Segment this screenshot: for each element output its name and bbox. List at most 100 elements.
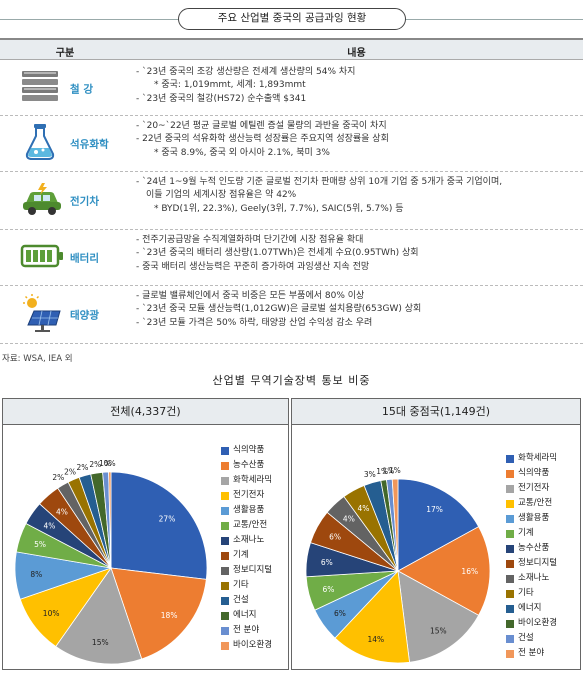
legend-label: 식의약품 bbox=[518, 468, 550, 478]
legend-item-top15-12: 건설 bbox=[506, 631, 557, 646]
source-note: 자료: WSA, IEA 외 bbox=[2, 354, 73, 364]
legend-swatch bbox=[506, 470, 514, 478]
content-bullet-line: - 중국 배터리 생산능력은 꾸준히 증가하여 과잉생산 지속 전망 bbox=[136, 261, 370, 272]
content-bullet-line: - 전주기공급망을 수직계열화하며 단기간에 시장 점유율 확대 bbox=[136, 235, 364, 245]
legend-swatch bbox=[506, 515, 514, 523]
content-bullet-line: - `24년 1~9월 누적 인도량 기준 글로벌 전기차 판매량 상위 10개… bbox=[136, 177, 503, 187]
pie-label-top15-6: 6% bbox=[321, 558, 333, 567]
pie-label-top15-0: 17% bbox=[426, 505, 443, 514]
legend-swatch bbox=[506, 575, 514, 583]
pie-slice-total-1 bbox=[110, 567, 207, 660]
legend-item-top15-3: 교통/안전 bbox=[506, 496, 557, 511]
pie-label-total-0: 27% bbox=[159, 514, 176, 523]
legend-label: 정보디지털 bbox=[518, 558, 558, 568]
legend-swatch bbox=[506, 500, 514, 508]
legend-swatch bbox=[221, 552, 229, 560]
legend-item-top15-7: 정보디지털 bbox=[506, 556, 557, 571]
legend-label: 화학세라믹 bbox=[233, 475, 273, 485]
legend-item-total-5: 교통/안전 bbox=[221, 518, 272, 533]
pie-label-total-2: 15% bbox=[92, 638, 109, 647]
legend-swatch bbox=[506, 485, 514, 493]
pie-label-top15-11: 1% bbox=[376, 467, 388, 476]
table-row: 석유화학 - `20~`22년 평균 글로벌 에틸렌 증설 물량의 과반을 중국이… bbox=[0, 116, 583, 172]
category-label: 배터리 bbox=[70, 252, 99, 264]
legend-item-top15-2: 전기전자 bbox=[506, 481, 557, 496]
legend-item-top15-13: 전 분야 bbox=[506, 646, 557, 661]
pie-label-total-8: 2% bbox=[52, 473, 64, 482]
pie-label-top15-3: 14% bbox=[367, 635, 384, 644]
legend-swatch bbox=[221, 447, 229, 455]
pie-label-total-5: 5% bbox=[34, 540, 46, 549]
legend-label: 바이오환경 bbox=[233, 640, 273, 650]
legend-label: 생활용품 bbox=[518, 513, 550, 523]
legend-label: 농수산품 bbox=[233, 460, 265, 470]
legend-swatch bbox=[221, 627, 229, 635]
content-bullet-line: - `23년 중국의 조강 생산량은 전세계 생산량의 54% 차지 bbox=[136, 67, 356, 77]
solar-panel-icon bbox=[20, 293, 64, 337]
legend-item-total-9: 기타 bbox=[221, 578, 272, 593]
legend-label: 식의약품 bbox=[233, 445, 265, 455]
legend-label: 에너지 bbox=[518, 603, 542, 613]
table-row: 전기차 - `24년 1~9월 누적 인도량 기준 글로벌 전기차 판매량 상위 … bbox=[0, 172, 583, 230]
content-detail-line: * 중국 8.9%, 중국 외 아시아 2.1%, 북미 3% bbox=[154, 147, 330, 158]
legend-label: 기타 bbox=[518, 588, 534, 598]
pie-label-top15-9: 4% bbox=[357, 504, 369, 513]
legend-label: 정보디지털 bbox=[233, 565, 273, 575]
legend-swatch bbox=[506, 605, 514, 613]
legend-swatch bbox=[506, 650, 514, 658]
legend-swatch bbox=[221, 597, 229, 605]
legend-swatch bbox=[221, 522, 229, 530]
legend-item-top15-1: 식의약품 bbox=[506, 466, 557, 481]
legend-swatch bbox=[506, 590, 514, 598]
legend-swatch bbox=[221, 582, 229, 590]
pie-label-top15-10: 3% bbox=[364, 470, 376, 479]
legend-item-total-8: 정보디지털 bbox=[221, 563, 272, 578]
pie-label-top15-4: 6% bbox=[334, 609, 346, 618]
legend-item-top15-10: 에너지 bbox=[506, 601, 557, 616]
content-cell: - `23년 중국의 조강 생산량은 전세계 생산량의 54% 차지 * 중국: … bbox=[136, 66, 577, 106]
pie-slice-top15-0 bbox=[397, 478, 480, 572]
pie-panel-total: 전체(4,337건) 27% 18% 15% 10% 8% 5% 4% 4% 2% 2% 2% 2% 1… bbox=[2, 398, 289, 670]
pie-label-total-13: 0% bbox=[104, 459, 116, 468]
legend-label: 전기전자 bbox=[518, 483, 550, 493]
legend-item-total-2: 화학세라믹 bbox=[221, 473, 272, 488]
electric-car-icon bbox=[20, 181, 64, 221]
category-label: 전기차 bbox=[70, 195, 99, 207]
legend-label: 전 분야 bbox=[518, 648, 545, 658]
pie-label-total-9: 2% bbox=[64, 467, 76, 476]
legend-item-total-0: 식의약품 bbox=[221, 443, 272, 458]
battery-icon bbox=[20, 243, 64, 273]
category-label: 석유화학 bbox=[70, 138, 109, 150]
legend-item-top15-5: 기계 bbox=[506, 526, 557, 541]
pie-label-top15-12: 1% bbox=[383, 466, 395, 475]
chart-heading: 산업별 무역기술장벽 통보 비중 bbox=[212, 374, 371, 387]
legend-item-top15-8: 소재나노 bbox=[506, 571, 557, 586]
content-bullet-line: - `23년 중국의 배터리 생산량(1.07TWh)은 전세계 수요(0.95… bbox=[136, 248, 419, 259]
pie-label-top15-1: 16% bbox=[461, 567, 478, 576]
legend-swatch bbox=[506, 530, 514, 538]
content-bullet-line: - `23년 모듈 가격은 50% 하락, 태양광 산업 수익성 감소 우려 bbox=[136, 317, 373, 328]
pie-label-total-1: 18% bbox=[161, 611, 178, 620]
legend-label: 소재나노 bbox=[518, 573, 550, 583]
legend-swatch bbox=[221, 507, 229, 515]
content-bullet-line: - `20~`22년 평균 글로벌 에틸렌 증설 물량의 과반을 중국이 차지 bbox=[136, 121, 387, 131]
category-cell: 태양광 bbox=[14, 286, 130, 343]
pie-slice-top15-2 bbox=[397, 570, 480, 663]
flask-icon bbox=[20, 122, 60, 166]
legend-item-top15-4: 생활용품 bbox=[506, 511, 557, 526]
pie-label-top15-7: 6% bbox=[329, 532, 341, 541]
legend-label: 기계 bbox=[518, 528, 534, 538]
content-detail-line: * 중국: 1,019mmt, 세계: 1,893mmt bbox=[154, 80, 306, 91]
legend-swatch bbox=[506, 455, 514, 463]
column-header-category: 구분 bbox=[55, 48, 75, 59]
legend-label: 기계 bbox=[233, 550, 249, 560]
pie-slice-top15-3 bbox=[334, 570, 410, 664]
legend-swatch bbox=[221, 567, 229, 575]
legend-item-top15-9: 기타 bbox=[506, 586, 557, 601]
legend-label: 교통/안전 bbox=[518, 498, 553, 508]
content-cell: - `24년 1~9월 누적 인도량 기준 글로벌 전기차 판매량 상위 10개… bbox=[136, 176, 577, 216]
content-cell: - `20~`22년 평균 글로벌 에틸렌 증설 물량의 과반을 중국이 차지 -… bbox=[136, 120, 577, 160]
pie-chart-total: 27%18%15%10%8%5%4%4%2%2% 2% 2%1%0% bbox=[14, 459, 208, 665]
category-label: 철 강 bbox=[70, 83, 93, 95]
content-bullet-line: - 글로벌 밸류체인에서 중국 비중은 모든 부품에서 80% 이상 bbox=[136, 291, 365, 301]
